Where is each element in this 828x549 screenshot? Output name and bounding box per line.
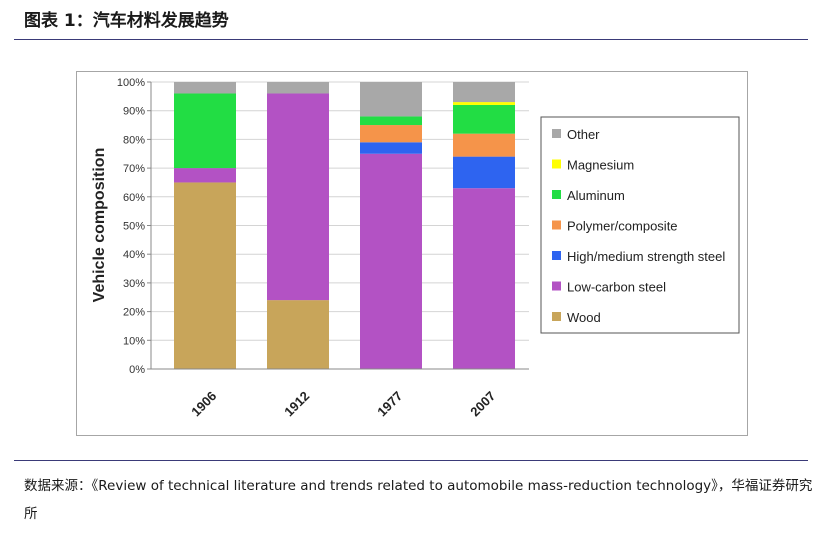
bar-segment-high-medium-strength-steel-2007 xyxy=(453,156,515,189)
legend-swatch xyxy=(552,220,561,230)
bar-segment-high-medium-strength-steel-1977 xyxy=(360,142,422,154)
y-tick-label: 10% xyxy=(123,335,145,347)
bar-segment-other-1906 xyxy=(174,82,236,94)
legend-swatch xyxy=(552,251,561,260)
x-tick-label: 1912 xyxy=(281,388,312,419)
bar-segment-other-2007 xyxy=(453,82,515,103)
y-tick-label: 80% xyxy=(123,134,145,146)
y-tick-label: 60% xyxy=(123,192,145,204)
legend-label: Aluminum xyxy=(567,188,625,203)
bar-segment-other-1912 xyxy=(267,82,329,94)
legend-label: High/medium strength steel xyxy=(567,249,725,264)
x-tick-label: 1906 xyxy=(188,388,219,419)
bar-segment-other-1977 xyxy=(360,82,422,117)
y-tick-label: 20% xyxy=(123,307,145,319)
footer-divider xyxy=(14,460,808,461)
bar-segment-aluminum-1906 xyxy=(174,93,236,169)
legend-swatch xyxy=(552,190,561,199)
y-tick-label: 90% xyxy=(123,106,145,118)
source-note: 数据来源：《Review of technical literature and… xyxy=(24,478,813,522)
y-tick-label: 70% xyxy=(123,163,145,175)
legend-label: Magnesium xyxy=(567,158,634,173)
bar-segment-wood-1906 xyxy=(174,182,236,369)
bar-segment-low-carbon-steel-2007 xyxy=(453,188,515,369)
bar-segment-polymer-composite-2007 xyxy=(453,133,515,157)
title-divider xyxy=(14,39,808,40)
y-tick-label: 0% xyxy=(129,364,145,376)
bar-segment-low-carbon-steel-1977 xyxy=(360,153,422,369)
bar-segment-wood-1912 xyxy=(267,300,329,369)
legend-label: Polymer/composite xyxy=(567,219,678,234)
legend-label: Other xyxy=(567,127,600,142)
y-axis-title: Vehicle composition xyxy=(91,148,108,303)
bar-segment-low-carbon-steel-1912 xyxy=(267,93,329,301)
y-tick-label: 40% xyxy=(123,249,145,261)
legend-label: Wood xyxy=(567,310,601,325)
bar-segment-aluminum-2007 xyxy=(453,104,515,134)
legend-swatch xyxy=(552,129,561,138)
y-tick-label: 30% xyxy=(123,278,145,290)
x-tick-label: 2007 xyxy=(467,388,498,419)
legend-label: Low-carbon steel xyxy=(567,280,666,295)
legend-swatch xyxy=(552,312,561,321)
bar-segment-polymer-composite-1977 xyxy=(360,125,422,143)
y-tick-label: 100% xyxy=(117,77,145,89)
y-tick-label: 50% xyxy=(123,221,145,233)
bar-segment-magnesium-2007 xyxy=(453,102,515,105)
bar-segment-low-carbon-steel-1906 xyxy=(174,168,236,183)
legend-swatch xyxy=(552,159,561,169)
figure-title: 图表 1：汽车材料发展趋势 xyxy=(24,11,229,31)
x-tick-label: 1977 xyxy=(374,388,405,419)
legend-box xyxy=(540,116,740,334)
legend-swatch xyxy=(552,281,561,291)
bar-segment-aluminum-1977 xyxy=(360,116,422,126)
